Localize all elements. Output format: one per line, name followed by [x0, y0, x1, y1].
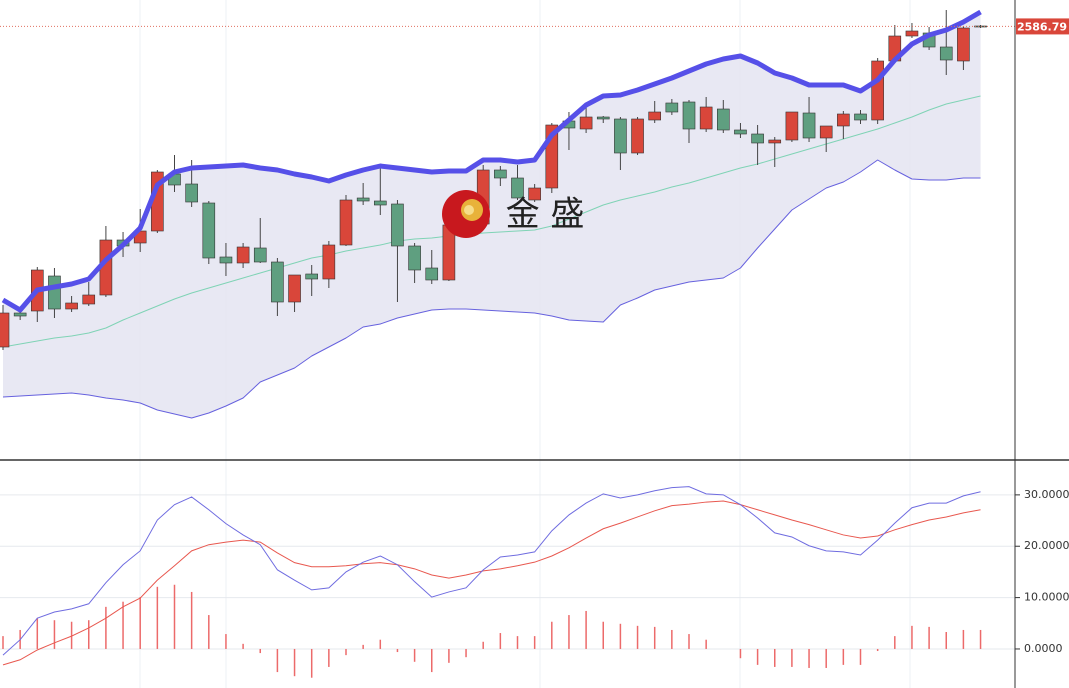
candle-body — [939, 46, 953, 61]
candle-body — [905, 30, 919, 37]
candle-body — [219, 256, 233, 264]
candle-body — [408, 245, 421, 271]
y-tick-label: 10.0000 — [1024, 591, 1069, 604]
candle-body — [356, 197, 370, 202]
band-lower — [2, 159, 981, 419]
dea-line — [2, 500, 981, 666]
candle-body — [322, 244, 336, 280]
candle-body — [0, 312, 10, 348]
band-upper — [1, 9, 982, 313]
candle-body — [837, 113, 850, 127]
candle-body — [682, 101, 696, 130]
candle-body — [373, 200, 387, 206]
candle-body — [648, 111, 662, 121]
candle-body — [253, 247, 267, 263]
candle-body — [82, 294, 96, 305]
candle-body — [425, 267, 439, 281]
candle-body — [699, 106, 713, 130]
candle-body — [596, 116, 610, 120]
candle-body — [768, 139, 782, 144]
watermark-logo: 金 盛 — [442, 190, 584, 238]
y-tick-label: 30.0000 — [1024, 488, 1069, 501]
band-fill — [3, 12, 981, 418]
candle-body — [288, 274, 301, 303]
macd-panel: 0.0000 10.0000 20.0000 30.0000 — [0, 486, 1069, 678]
y-tick-label: 20.0000 — [1024, 539, 1069, 552]
band-middle — [2, 95, 981, 348]
candle-body — [854, 113, 867, 121]
candle-body — [271, 261, 284, 303]
candle-body — [819, 125, 833, 139]
candle-body — [339, 199, 353, 246]
candle-body — [494, 169, 507, 179]
last-price-bg — [1016, 18, 1069, 35]
candle-body — [974, 25, 987, 28]
candle-body — [751, 133, 764, 144]
candle-body — [528, 187, 541, 201]
logo-core — [464, 205, 474, 215]
candle-body — [716, 108, 730, 131]
candle-body — [48, 275, 61, 310]
candle-body — [305, 273, 319, 280]
candle-body — [202, 202, 216, 259]
candle-body — [236, 246, 250, 264]
candle-body — [802, 112, 816, 139]
candle-body — [391, 203, 404, 247]
candle-body — [734, 129, 747, 135]
candle-body — [13, 312, 27, 317]
candle-body — [185, 183, 198, 203]
candle-body — [957, 27, 970, 62]
candle-body — [579, 116, 593, 130]
candle-body — [511, 177, 524, 199]
candle-body — [665, 102, 679, 113]
candle-body — [631, 118, 644, 154]
candle-body — [614, 118, 627, 154]
watermark-text: 金 盛 — [506, 195, 585, 235]
last-price-label: 2586.79 — [1017, 20, 1067, 33]
price-panel: 2586.79 — [0, 9, 1069, 419]
dif-line — [2, 486, 981, 656]
candle-body — [65, 302, 78, 310]
candle-body — [785, 111, 799, 141]
candle-body — [871, 60, 884, 121]
y-tick-label: 0.0000 — [1024, 642, 1063, 655]
